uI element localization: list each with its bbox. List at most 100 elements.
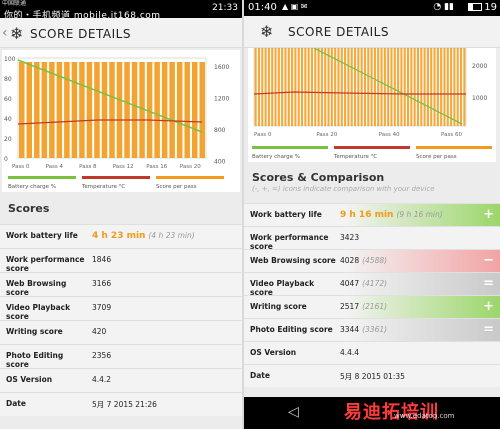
score-bar <box>254 48 257 126</box>
row-label: Web Browsing score <box>250 256 336 265</box>
score-bar <box>34 62 40 158</box>
score-bar <box>274 48 277 126</box>
score-bar <box>314 48 317 126</box>
carrier-label: 中国联通 <box>2 0 27 7</box>
score-bar <box>353 48 357 126</box>
score-bar <box>284 48 287 126</box>
score-bar <box>267 48 270 126</box>
legend-label: Battery charge % <box>8 184 56 190</box>
left-axis-tick: 80 <box>4 76 12 83</box>
right-axis-tick: 800 <box>214 127 226 134</box>
score-bar <box>344 48 347 126</box>
temperature-line <box>17 119 203 125</box>
score-bar <box>393 48 396 126</box>
score-bar <box>86 62 93 158</box>
x-axis-tick: Pass 4 <box>46 164 64 170</box>
score-bar <box>19 62 25 158</box>
comparison-hint: (-, +, =) icons indicate comparison with… <box>252 185 435 193</box>
battery-icon <box>468 3 482 11</box>
score-row: Date 5月 7 2015 21:26 <box>0 392 242 416</box>
score-bar <box>334 48 337 126</box>
score-row: OS Version 4.4.2 <box>0 368 242 392</box>
right-axis-tick: 2000 <box>472 63 487 70</box>
score-row: OS Version 4.4.4 <box>244 341 500 364</box>
left-axis-tick: 60 <box>4 96 12 103</box>
score-bar <box>26 62 33 158</box>
score-bar <box>416 48 420 126</box>
score-bar <box>109 62 115 158</box>
legend-swatch <box>334 146 410 149</box>
score-row: Work battery life 4 h 23 min (4 h 23 min) <box>0 224 242 248</box>
score-bar <box>317 48 320 126</box>
app-header: ‹ ❄ SCORE DETAILS <box>0 18 242 48</box>
score-row: Video Playback score 4047 (4172) = <box>244 272 500 297</box>
score-bar <box>310 48 314 126</box>
x-axis-tick: Pass 16 <box>146 164 167 170</box>
score-bar <box>300 48 304 126</box>
score-bar <box>287 48 290 126</box>
score-bar <box>320 48 323 126</box>
score-row: Web Browsing score 4028 (4588) − <box>244 249 500 272</box>
battery-line <box>313 48 463 125</box>
score-row: Web Browsing score 3166 <box>0 272 242 297</box>
score-bar <box>406 48 410 126</box>
row-value: 3709 <box>92 303 112 312</box>
score-bar <box>199 62 205 158</box>
comparison-heading: Scores & Comparison <box>252 171 385 184</box>
notification-icons: ▲ ▣ ✉ <box>282 2 308 11</box>
legend-label: Score per pass <box>156 184 197 190</box>
row-value: 2356 <box>92 351 112 360</box>
score-bar <box>370 48 373 126</box>
scores-heading: Scores <box>8 202 50 215</box>
score-bar <box>440 48 443 126</box>
row-comparison-value: (4172) <box>362 279 388 288</box>
row-value: 4.4.2 <box>92 375 112 384</box>
row-comparison-value: (4588) <box>362 256 388 265</box>
left-axis-tick: 40 <box>4 116 12 123</box>
row-label: Work performance score <box>6 255 85 273</box>
score-bar <box>281 48 284 126</box>
score-bar <box>304 48 307 126</box>
status-time: 21:33 <box>212 3 238 13</box>
x-axis-tick: Pass 8 <box>79 164 97 170</box>
score-bar <box>463 48 466 126</box>
legend-swatch <box>156 176 224 179</box>
row-label: Video Playback score <box>6 303 71 321</box>
score-bar <box>49 62 55 158</box>
score-bar <box>453 48 456 126</box>
score-bar <box>426 48 429 126</box>
score-bar <box>271 48 274 126</box>
score-bar <box>450 48 453 126</box>
row-label: OS Version <box>6 375 53 384</box>
score-bar <box>377 48 380 126</box>
score-row: Work battery life 9 h 16 min (9 h 16 min) + <box>244 203 500 226</box>
score-bar <box>176 62 183 158</box>
row-value: 4028 <box>340 256 360 265</box>
x-axis-tick: Pass 0 <box>254 132 272 138</box>
score-bar <box>403 48 406 126</box>
snowflake-icon: ❄ <box>260 22 274 41</box>
row-label: Writing score <box>6 327 63 336</box>
battery-line <box>17 59 203 133</box>
score-bar <box>297 48 300 126</box>
legend-swatch <box>252 146 328 149</box>
edatop-watermark: 易迪拓培训 <box>344 402 439 423</box>
row-value: 5月 7 2015 21:26 <box>92 400 157 409</box>
score-bar <box>56 62 63 158</box>
score-bar <box>101 62 108 158</box>
row-label: Photo Editing score <box>6 351 64 369</box>
score-bar <box>307 48 310 126</box>
score-bar <box>261 48 264 126</box>
legend-swatch <box>8 176 76 179</box>
back-icon[interactable]: ‹ <box>2 25 8 41</box>
score-bar <box>94 62 100 158</box>
score-bar <box>387 48 390 126</box>
score-bar <box>456 48 459 126</box>
row-value: 4047 <box>340 279 360 288</box>
row-label: Work battery life <box>250 210 322 219</box>
app-header: ❄ SCORE DETAILS <box>244 16 500 48</box>
better-indicator-icon: + <box>483 299 494 314</box>
score-bar <box>380 48 383 126</box>
nav-back-icon[interactable]: ◁ <box>288 404 299 420</box>
left-axis-tick: 20 <box>4 136 12 143</box>
